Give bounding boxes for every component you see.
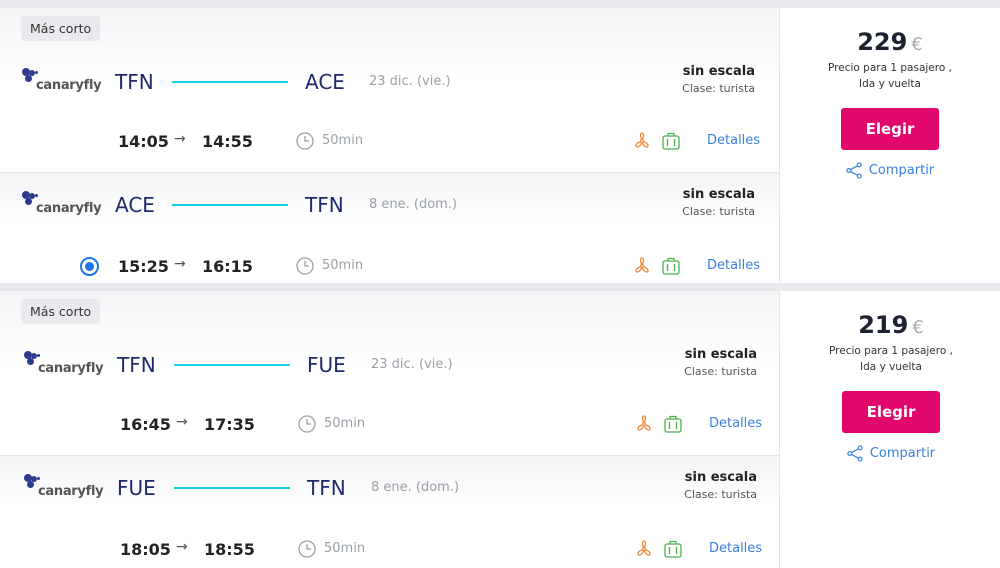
arrow-icon: →	[176, 414, 188, 430]
trip-type: Ida y vuelta	[860, 361, 922, 373]
origin-code: TFN	[115, 70, 154, 94]
duration: 50min	[324, 416, 366, 431]
airline-logo: canaryfly	[20, 191, 102, 221]
price: 219 €	[858, 311, 924, 339]
details-link[interactable]: Detalles	[707, 258, 761, 273]
departure-time: 16:45	[120, 415, 171, 434]
share-label: Compartir	[868, 163, 935, 178]
shortest-badge: Más corto	[21, 299, 101, 324]
origin-code: ACE	[115, 193, 155, 217]
route-line	[172, 204, 288, 206]
suitcase-icon	[663, 539, 683, 559]
route-line	[174, 487, 290, 489]
choose-button[interactable]: Elegir	[841, 108, 939, 150]
suitcase-icon	[661, 131, 681, 151]
price-panel: 229 € Precio para 1 pasajero , Ida y vuelt…	[780, 8, 1000, 283]
duration: 50min	[322, 258, 364, 273]
fan-icon	[634, 414, 654, 434]
currency: €	[911, 34, 923, 55]
flight-date: 8 ene. (dom.)	[371, 480, 460, 495]
cabin-class: Clase: turista	[682, 82, 755, 95]
suitcase-icon	[663, 414, 683, 434]
origin-code: FUE	[117, 476, 156, 500]
route-line	[174, 364, 290, 366]
share-button[interactable]: Compartir	[782, 445, 1000, 462]
offer-card: Más corto canaryfly TFN FUE 23 dic. (vie…	[0, 291, 1000, 568]
arrow-icon: →	[174, 131, 186, 147]
arrow-icon: →	[174, 256, 186, 272]
share-button[interactable]: Compartir	[780, 162, 1000, 179]
price-panel: 219 € Precio para 1 pasajero , Ida y vuelt…	[780, 291, 1000, 568]
destination-code: ACE	[305, 70, 345, 94]
arrow-icon: →	[176, 539, 188, 555]
flight-segment: Más corto canaryfly TFN ACE 23 dic. (vie…	[0, 8, 779, 173]
stops: sin escala	[684, 470, 757, 485]
fan-icon	[634, 539, 654, 559]
trip-type: Ida y vuelta	[859, 78, 921, 90]
route-line	[172, 81, 288, 83]
flight-date: 23 dic. (vie.)	[371, 357, 453, 372]
clock-icon	[296, 257, 314, 275]
duration: 50min	[322, 133, 364, 148]
departure-time: 15:25	[118, 257, 169, 276]
price: 229 €	[857, 28, 923, 56]
suitcase-icon	[661, 256, 681, 276]
departure-time: 14:05	[118, 132, 169, 151]
arrival-time: 16:15	[202, 257, 253, 276]
stops: sin escala	[682, 64, 755, 79]
departure-time: 18:05	[120, 540, 171, 559]
price-note: Precio para 1 pasajero ,	[829, 345, 953, 357]
offer-segments: Más corto canaryfly TFN ACE 23 dic. (vie…	[0, 8, 780, 283]
flight-segment: Más corto canaryfly TFN FUE 23 dic. (vie…	[0, 291, 779, 456]
arrival-time: 17:35	[204, 415, 255, 434]
stops: sin escala	[684, 347, 757, 362]
cabin-class: Clase: turista	[684, 488, 757, 501]
clock-icon	[298, 415, 316, 433]
clock-icon	[298, 540, 316, 558]
arrival-time: 18:55	[204, 540, 255, 559]
flight-date: 8 ene. (dom.)	[369, 197, 458, 212]
clock-icon	[296, 132, 314, 150]
arrival-time: 14:55	[202, 132, 253, 151]
details-link[interactable]: Detalles	[709, 541, 763, 556]
offer-card: Más corto canaryfly TFN ACE 23 dic. (vie…	[0, 8, 1000, 283]
offer-segments: Más corto canaryfly TFN FUE 23 dic. (vie…	[0, 291, 780, 568]
destination-code: TFN	[305, 193, 344, 217]
share-icon	[847, 445, 864, 462]
details-link[interactable]: Detalles	[709, 416, 763, 431]
airline-logo: canaryfly	[20, 68, 102, 98]
cabin-class: Clase: turista	[684, 365, 757, 378]
share-icon	[846, 162, 863, 179]
fan-icon	[632, 256, 652, 276]
flight-date: 23 dic. (vie.)	[369, 74, 451, 89]
price-note: Precio para 1 pasajero ,	[828, 62, 952, 74]
stops: sin escala	[682, 187, 755, 202]
destination-code: FUE	[307, 353, 346, 377]
fan-icon	[632, 131, 652, 151]
cabin-class: Clase: turista	[682, 205, 755, 218]
choose-button[interactable]: Elegir	[842, 391, 940, 433]
duration: 50min	[324, 541, 366, 556]
flight-segment: canaryfly FUE TFN 8 ene. (dom.) sin esca…	[0, 456, 779, 568]
airline-logo: canaryfly	[22, 351, 104, 381]
segment-radio[interactable]	[80, 257, 99, 276]
flight-segment: canaryfly ACE TFN 8 ene. (dom.) sin esca…	[0, 173, 779, 283]
shortest-badge: Más corto	[21, 16, 101, 41]
airline-logo: canaryfly	[22, 474, 104, 504]
share-label: Compartir	[869, 446, 936, 461]
details-link[interactable]: Detalles	[707, 133, 761, 148]
origin-code: TFN	[117, 353, 156, 377]
destination-code: TFN	[307, 476, 346, 500]
currency: €	[912, 317, 924, 338]
